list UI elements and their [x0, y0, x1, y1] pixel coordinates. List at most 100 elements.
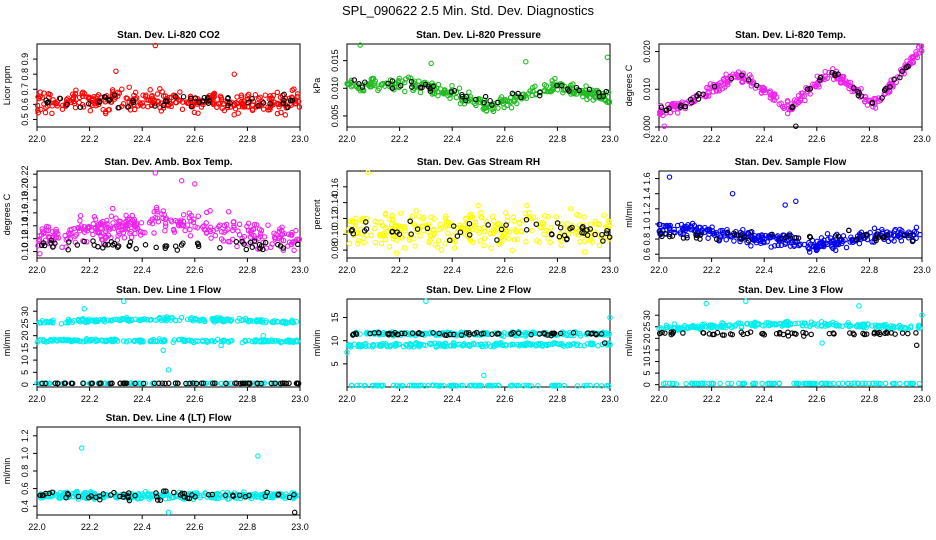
- data-point: [289, 87, 296, 94]
- data-point: [236, 232, 243, 238]
- data-point: [378, 240, 385, 247]
- data-point: [913, 330, 919, 336]
- data-point: [529, 92, 535, 99]
- data-point: [731, 238, 737, 244]
- data-point: [758, 90, 765, 96]
- data-point: [77, 218, 83, 224]
- data-point: [147, 338, 154, 344]
- data-point: [475, 202, 481, 209]
- data-point: [456, 341, 462, 347]
- data-point: [916, 44, 922, 50]
- data-point: [856, 303, 862, 309]
- data-point: [567, 205, 574, 212]
- data-point: [752, 380, 759, 387]
- data-point: [592, 218, 598, 225]
- data-point: [853, 236, 860, 243]
- data-point: [744, 320, 750, 327]
- data-point: [854, 323, 860, 330]
- data-point: [217, 222, 223, 228]
- data-point: [717, 380, 723, 387]
- data-point: [606, 99, 613, 106]
- data-point: [523, 382, 529, 389]
- data-point: [724, 229, 731, 236]
- data-point: [140, 103, 146, 109]
- x-tick-label: 22.0: [338, 265, 356, 275]
- data-point: [672, 229, 678, 236]
- data-point: [59, 106, 66, 112]
- data-point: [106, 337, 113, 344]
- data-point: [913, 49, 919, 55]
- data-point: [590, 97, 596, 103]
- data-point: [198, 380, 205, 386]
- y-tick-label: 1.0: [20, 447, 30, 460]
- data-point: [130, 99, 137, 106]
- data-point: [250, 226, 256, 232]
- data-point: [204, 95, 211, 101]
- chart-panel-10: Stan. Dev. Line 4 (LT) Flow ml/min 22.0 22.…: [2, 413, 309, 532]
- x-tick-label: 22.6: [186, 522, 204, 532]
- data-point: [280, 245, 286, 251]
- data-point: [181, 494, 188, 500]
- x-tick-label: 22.8: [861, 265, 879, 275]
- data-point: [280, 100, 286, 106]
- data-point: [683, 100, 689, 107]
- data-point: [529, 341, 536, 347]
- data-point: [723, 324, 729, 331]
- data-point: [348, 77, 355, 84]
- data-point: [753, 236, 759, 242]
- data-point: [178, 242, 185, 248]
- data-point: [607, 314, 613, 321]
- x-tick-label: 22.0: [650, 134, 668, 144]
- data-point: [413, 331, 419, 337]
- data-point: [99, 338, 106, 344]
- data-point: [233, 239, 240, 245]
- plot-frame: [346, 170, 611, 259]
- data-point: [179, 106, 186, 113]
- y-axis-label: ml/min: [2, 330, 12, 357]
- data-point: [177, 89, 183, 95]
- data-point: [659, 233, 665, 240]
- data-point: [260, 99, 266, 106]
- data-point: [509, 341, 516, 348]
- data-point: [699, 380, 705, 387]
- data-point: [361, 239, 367, 246]
- data-point: [39, 94, 45, 101]
- data-point: [107, 380, 114, 387]
- data-point: [782, 202, 788, 208]
- data-point: [250, 102, 256, 108]
- data-point: [466, 232, 473, 238]
- data-point: [540, 342, 546, 348]
- data-point: [899, 68, 905, 75]
- data-point: [778, 242, 785, 249]
- data-point: [496, 330, 502, 337]
- data-point: [577, 238, 583, 245]
- data-point: [138, 337, 144, 344]
- data-point: [290, 239, 296, 245]
- data-point: [430, 227, 437, 234]
- data-point: [389, 85, 396, 92]
- data-point: [132, 230, 138, 237]
- y-tick-label: 10: [330, 336, 340, 346]
- data-point: [739, 72, 745, 78]
- data-point: [115, 228, 122, 235]
- data-point: [162, 98, 169, 104]
- data-point: [864, 236, 871, 243]
- data-point: [568, 82, 574, 89]
- data-point: [162, 220, 169, 227]
- series-cyan: [34, 298, 301, 387]
- data-point: [432, 242, 439, 248]
- chart-title: Stan. Dev. Line 2 Flow: [426, 285, 531, 296]
- data-point: [120, 230, 127, 236]
- x-tick-label: 22.6: [186, 265, 204, 275]
- data-point: [123, 95, 129, 101]
- data-point: [910, 380, 917, 387]
- data-point: [517, 341, 524, 348]
- data-point: [121, 298, 127, 305]
- x-tick-label: 23.0: [291, 134, 309, 144]
- x-tick-label: 22.0: [28, 265, 46, 275]
- y-tick-label: 0: [20, 382, 30, 387]
- data-point: [204, 339, 210, 345]
- data-point: [535, 340, 542, 347]
- y-tick-label: 0.9: [20, 53, 30, 66]
- data-point: [581, 238, 588, 245]
